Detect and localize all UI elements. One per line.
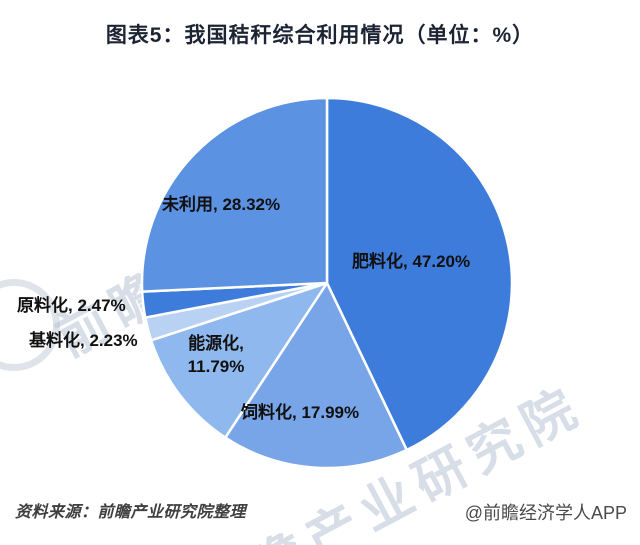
credit-note: @前瞻经济学人APP — [464, 503, 627, 523]
source-note: 资料来源：前瞻产业研究院整理 — [15, 504, 247, 521]
slice-label-feiliaohua: 肥料化, 47.20% — [352, 252, 471, 271]
slice-label-siliaohua: 饲料化, 17.99% — [241, 403, 360, 422]
slice-label-weiliyong: 未利用, 28.32% — [162, 195, 281, 214]
pie-slice-未利用 — [140, 96, 329, 293]
pie-slice-肥料化 — [325, 96, 514, 452]
pie-slice-饲料化 — [224, 281, 408, 470]
chart-title: 图表5：我国秸秆综合利用情况（单位：%） — [105, 24, 535, 47]
pie-slice-能源化 — [149, 281, 329, 439]
slice-label-jiliaohua: 基料化, 2.23% — [29, 331, 138, 350]
watermark-logo-circle — [0, 279, 60, 371]
slice-label-nengyuanhua: 能源化, 11.79% — [187, 334, 245, 376]
slice-label-yuanliaohua: 原料化, 2.47% — [17, 296, 126, 315]
